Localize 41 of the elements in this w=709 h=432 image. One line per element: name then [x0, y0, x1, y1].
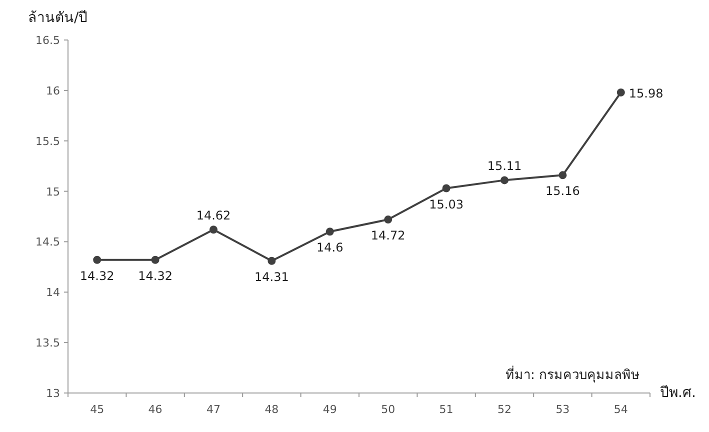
x-tick-label: 49 — [322, 403, 337, 416]
point — [442, 184, 450, 192]
data-label: 14.72 — [370, 228, 406, 243]
x-tick-label: 52 — [498, 403, 512, 416]
point — [151, 256, 160, 264]
point — [210, 226, 218, 234]
data-label: 15.98 — [628, 86, 664, 100]
y-tick-label: 16.5 — [36, 34, 60, 47]
data-label: 14.6 — [316, 240, 344, 255]
x-tick-label: 54 — [614, 403, 628, 416]
point — [616, 88, 625, 96]
y-tick-label: 13.5 — [36, 336, 60, 350]
x-tick-label: 48 — [264, 403, 279, 416]
x-tick-label: 47 — [206, 403, 220, 416]
point — [558, 171, 567, 180]
x-tick-label: 45 — [90, 403, 104, 416]
data-label: 15.03 — [429, 197, 464, 212]
point — [268, 256, 276, 265]
data-label: 14.32 — [138, 268, 172, 283]
y-tick-label: 13 — [46, 387, 60, 400]
point — [384, 216, 392, 224]
data-label: 14.62 — [196, 208, 231, 223]
data-label: 14.31 — [254, 270, 289, 284]
data-label: 14.32 — [80, 268, 114, 283]
point — [93, 256, 102, 264]
point — [326, 228, 334, 236]
y-tick-label: 14 — [46, 286, 60, 300]
x-tick-label: 50 — [381, 403, 396, 416]
data-label: 15.11 — [487, 159, 522, 174]
point — [500, 176, 508, 184]
y-tick-label: 16 — [46, 84, 60, 98]
y-tick-label: 14.5 — [36, 236, 60, 249]
x-tick-label: 53 — [556, 403, 570, 416]
y-tick-label: 15.5 — [36, 134, 60, 148]
x-axis-title: ปีพ.ศ. — [660, 385, 696, 401]
annotation: ที่มา: กรมควบคุมมลพิษ — [505, 366, 640, 383]
y-tick-label: 15 — [46, 185, 60, 198]
x-tick-label: 46 — [148, 403, 162, 416]
y-axis-title: ล้านตัน/ปี — [28, 10, 88, 26]
data-label: 15.16 — [546, 184, 580, 198]
x-tick-label: 51 — [439, 403, 454, 416]
